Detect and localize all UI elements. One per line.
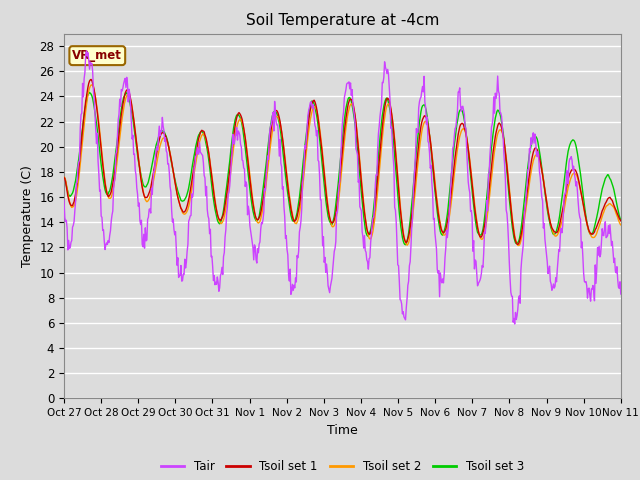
Y-axis label: Temperature (C): Temperature (C) xyxy=(20,165,34,267)
Legend: Tair, Tsoil set 1, Tsoil set 2, Tsoil set 3: Tair, Tsoil set 1, Tsoil set 2, Tsoil se… xyxy=(156,456,529,478)
Text: VR_met: VR_met xyxy=(72,49,122,62)
X-axis label: Time: Time xyxy=(327,424,358,437)
Title: Soil Temperature at -4cm: Soil Temperature at -4cm xyxy=(246,13,439,28)
